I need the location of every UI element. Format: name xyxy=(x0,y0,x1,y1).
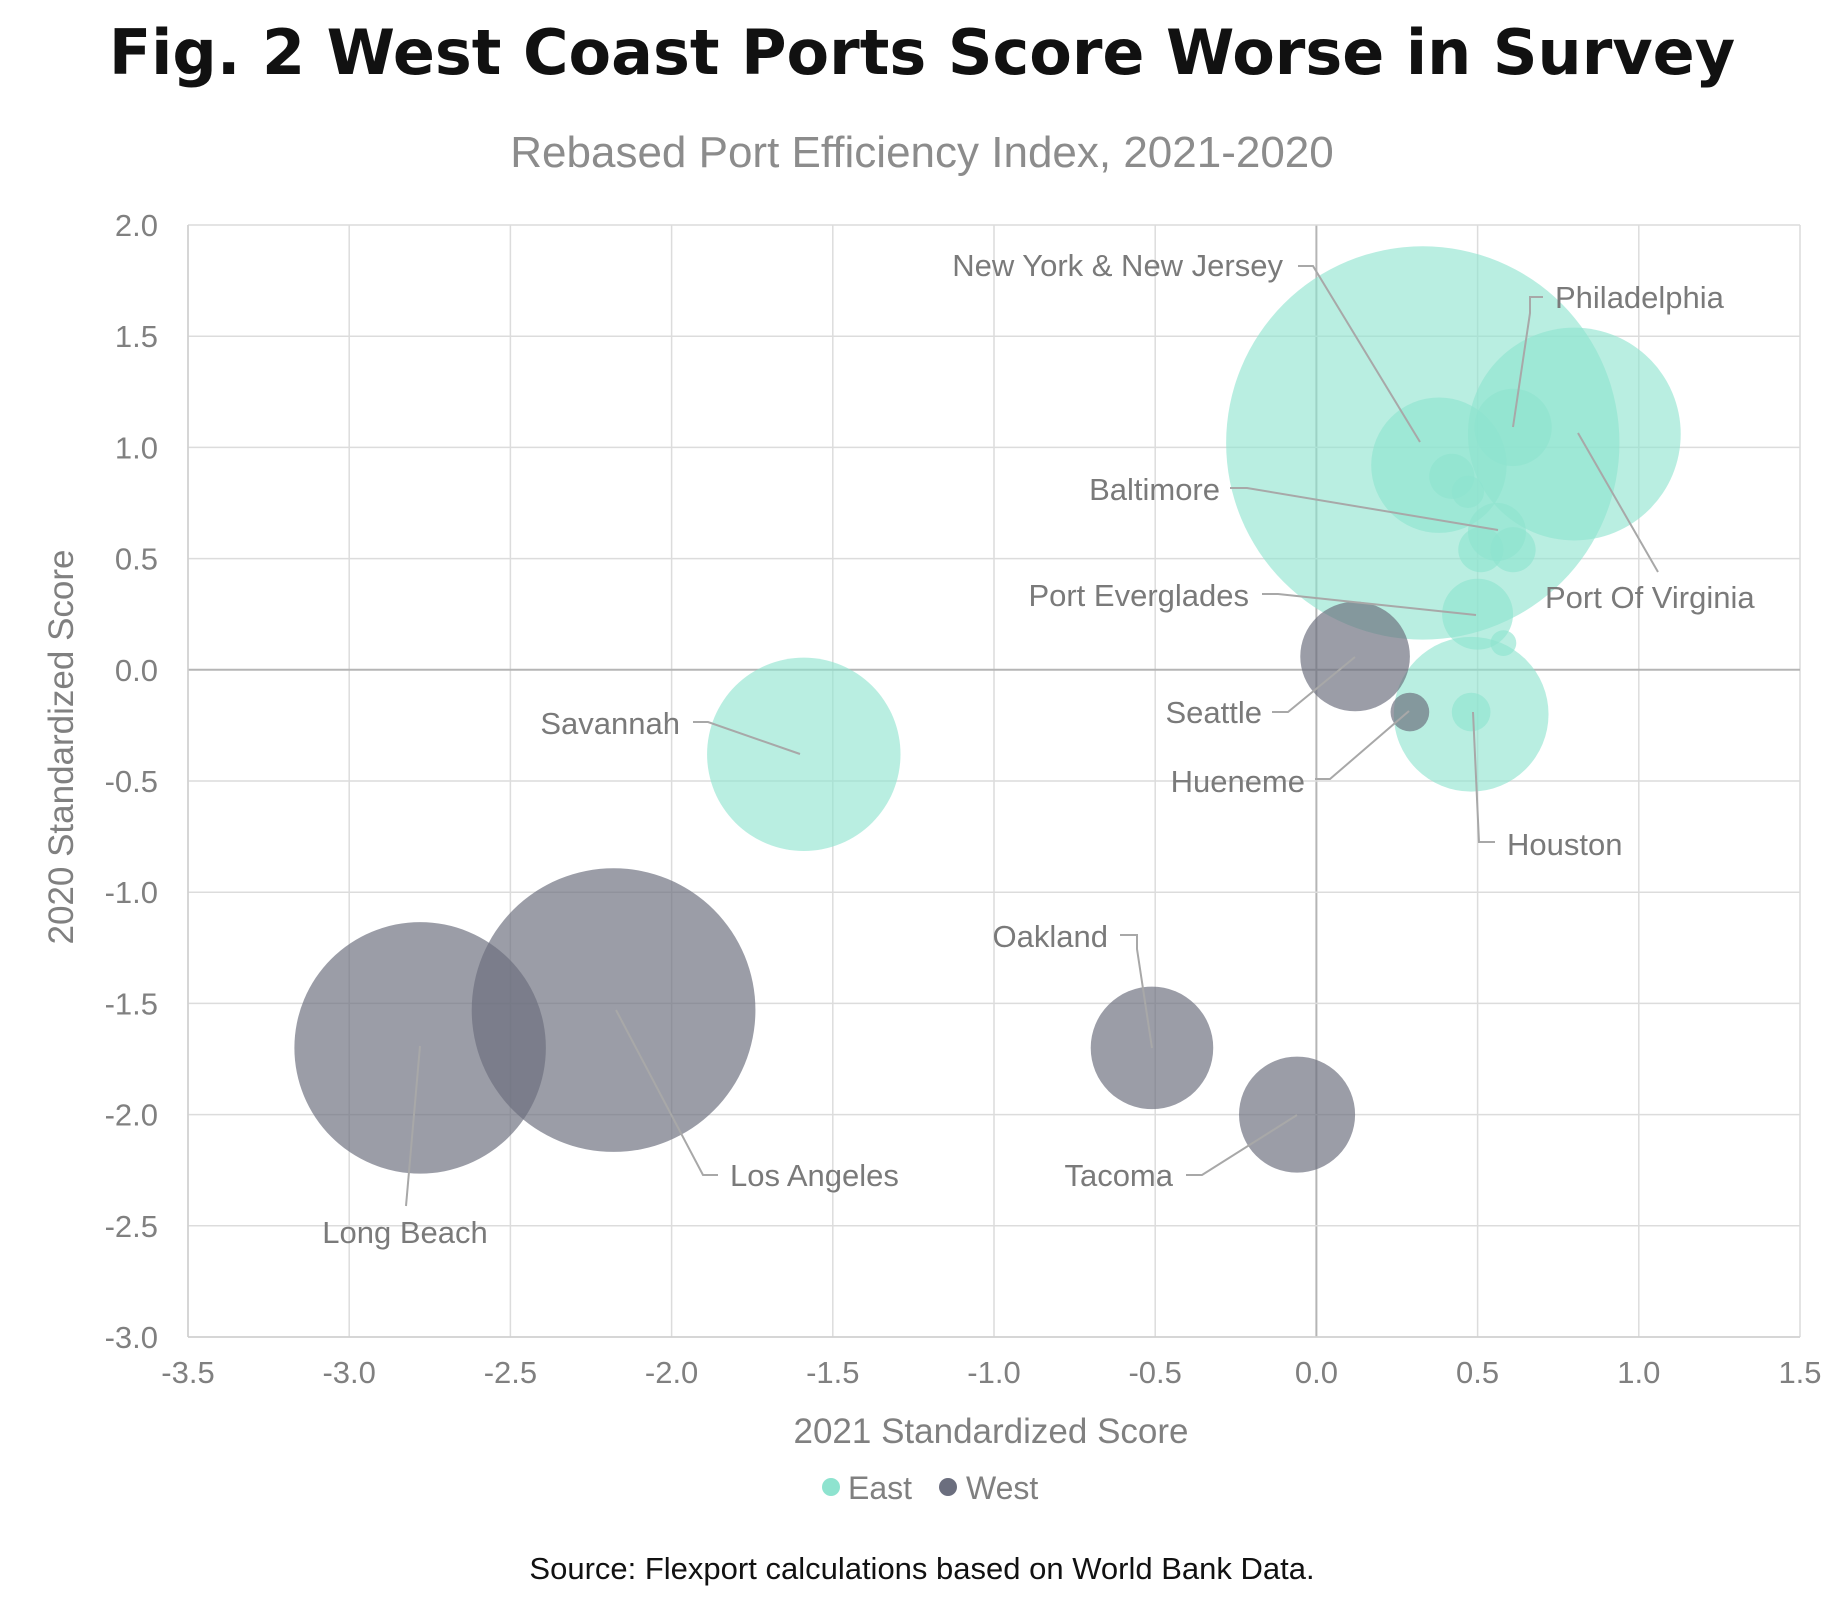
x-tick-label: -0.5 xyxy=(1128,1355,1181,1390)
west-bubble xyxy=(1300,601,1410,712)
x-tick-label: 0.0 xyxy=(1295,1355,1338,1390)
leader-line-houston xyxy=(1472,711,1495,843)
label-tacoma: Tacoma xyxy=(1064,1158,1173,1193)
legend-west-label: West xyxy=(966,1470,1038,1506)
label-hueneme: Hueneme xyxy=(1171,764,1305,799)
chart-title: Fig. 2 West Coast Ports Score Worse in S… xyxy=(109,16,1735,89)
y-tick-label: 1.0 xyxy=(115,430,158,465)
west-bubble xyxy=(471,868,756,1152)
east-bubble xyxy=(1467,327,1681,541)
axis-ticks: -3.5 -3.0 -2.5 -2.0 -1.5 -1.0 -0.5 0.0 0.5 1.0 1.5… xyxy=(105,208,1822,1390)
y-axis-label: 2020 Standardized Score xyxy=(42,550,81,945)
east-bubble xyxy=(1490,527,1536,573)
label-savannah: Savannah xyxy=(540,706,680,741)
label-new-york-new-jersey: New York & New Jersey xyxy=(952,248,1283,283)
label-oakland: Oakland xyxy=(993,919,1108,954)
leader-line-los-angeles xyxy=(615,1009,718,1176)
legend: East West xyxy=(822,1470,1038,1506)
leader-lines xyxy=(405,265,1659,1207)
label-los-angeles: Los Angeles xyxy=(730,1158,899,1193)
leader-line-port-everglades xyxy=(1262,593,1477,616)
x-tick-label: 1.0 xyxy=(1617,1355,1660,1390)
bubble-labels: New York & New Jersey Philadelphia Port Of… xyxy=(322,248,1755,1250)
x-axis-label: 2021 Standardized Score xyxy=(794,1412,1189,1451)
y-tick-label: 0.5 xyxy=(115,542,158,577)
legend-west-swatch xyxy=(939,1478,957,1496)
x-tick-label: -2.0 xyxy=(645,1355,698,1390)
x-tick-label: -3.0 xyxy=(322,1355,375,1390)
x-tick-label: -2.5 xyxy=(484,1355,537,1390)
west-bubble xyxy=(1390,692,1430,732)
chart-subtitle: Rebased Port Efficiency Index, 2021-2020 xyxy=(510,128,1334,177)
y-tick-label: -1.5 xyxy=(105,986,158,1021)
label-long-beach: Long Beach xyxy=(322,1215,487,1250)
leader-line-savannah xyxy=(693,721,801,755)
label-philadelphia: Philadelphia xyxy=(1555,280,1725,315)
x-tick-label: -3.5 xyxy=(161,1355,214,1390)
leader-line-port-of-virginia xyxy=(1577,432,1659,573)
east-bubble xyxy=(1451,475,1485,508)
source-note: Source: Flexport calculations based on W… xyxy=(529,1551,1314,1586)
y-tick-label: -0.5 xyxy=(105,764,158,799)
east-bubble xyxy=(707,657,901,852)
west-bubble xyxy=(1239,1056,1356,1173)
label-baltimore: Baltimore xyxy=(1089,472,1220,507)
east-bubble xyxy=(1442,578,1514,650)
legend-east-label: East xyxy=(848,1470,912,1506)
y-tick-label: 0.0 xyxy=(115,653,158,688)
y-tick-label: 1.5 xyxy=(115,319,158,354)
y-tick-label: -2.0 xyxy=(105,1098,158,1133)
label-seattle: Seattle xyxy=(1165,695,1262,730)
leader-line-long-beach xyxy=(405,1045,421,1207)
leader-line-baltimore xyxy=(1230,487,1499,531)
label-port-everglades: Port Everglades xyxy=(1028,578,1249,613)
leader-line-seattle xyxy=(1272,656,1356,713)
leader-line-oakland xyxy=(1120,934,1153,1049)
x-tick-label: 0.5 xyxy=(1456,1355,1499,1390)
leader-line-tacoma xyxy=(1186,1114,1298,1176)
leader-line-hueneme xyxy=(1315,710,1410,780)
leader-line-new-york-new-jersey xyxy=(1298,265,1421,443)
x-tick-label: 1.5 xyxy=(1778,1355,1821,1390)
label-houston: Houston xyxy=(1507,827,1622,862)
label-port-of-virginia: Port Of Virginia xyxy=(1545,580,1755,615)
east-bubble xyxy=(1451,692,1491,732)
leader-line-philadelphia xyxy=(1512,296,1543,428)
y-tick-label: -3.0 xyxy=(105,1320,158,1355)
x-tick-label: -1.0 xyxy=(967,1355,1020,1390)
east-bubble xyxy=(1458,527,1504,573)
x-tick-label: -1.5 xyxy=(806,1355,859,1390)
bubbles xyxy=(294,246,1681,1174)
y-tick-label: -2.5 xyxy=(105,1209,158,1244)
y-tick-label: -1.0 xyxy=(105,875,158,910)
y-tick-label: 2.0 xyxy=(115,208,158,243)
legend-east-swatch xyxy=(822,1478,840,1496)
